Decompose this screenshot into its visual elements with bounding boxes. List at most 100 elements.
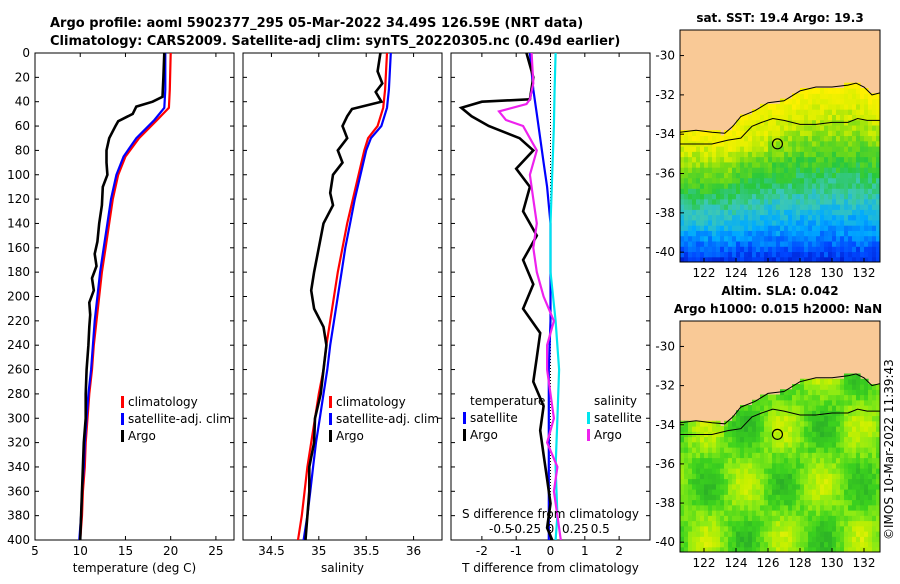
ocean-cell <box>800 447 805 453</box>
ocean-cell <box>868 441 873 448</box>
ocean-cell <box>868 415 873 422</box>
ocean-cell <box>860 114 865 121</box>
ocean-cell <box>760 504 765 511</box>
ocean-cell <box>788 156 793 163</box>
ocean-cell <box>812 172 817 179</box>
ocean-cell <box>832 384 837 390</box>
ocean-cell <box>852 473 857 480</box>
ocean-cell <box>724 462 729 469</box>
ocean-cell <box>784 415 789 422</box>
legend-swatch <box>121 430 124 442</box>
ocean-cell <box>760 431 765 438</box>
ocean-cell <box>756 193 761 200</box>
ocean-cell <box>840 156 845 163</box>
ocean-cell <box>740 182 745 189</box>
ocean-cell <box>732 452 737 459</box>
ocean-cell <box>868 494 873 501</box>
ocean-cell <box>864 515 869 522</box>
ocean-cell <box>768 441 773 448</box>
ocean-cell <box>764 230 769 237</box>
ocean-cell <box>748 531 753 537</box>
ocean-cell <box>716 426 721 432</box>
ocean-cell <box>860 214 865 221</box>
ocean-cell <box>848 198 853 205</box>
ocean-cell <box>828 541 833 548</box>
ocean-cell <box>720 457 725 464</box>
ocean-cell <box>784 431 789 438</box>
ocean-cell <box>724 489 729 495</box>
ocean-cell <box>792 452 797 459</box>
ocean-cell <box>840 468 845 474</box>
ocean-cell <box>696 235 701 242</box>
ocean-cell <box>700 246 705 253</box>
ocean-cell <box>824 520 829 527</box>
ocean-cell <box>808 225 813 231</box>
ocean-cell <box>840 405 845 411</box>
ocean-cell <box>756 415 761 422</box>
ocean-cell <box>728 140 733 147</box>
ocean-cell <box>772 156 777 163</box>
ocean-cell <box>856 426 861 432</box>
y-tick-label: 180 <box>7 265 30 279</box>
ocean-cell <box>724 151 729 158</box>
ocean-cell <box>800 399 805 406</box>
ocean-cell <box>844 447 849 453</box>
ocean-cell <box>796 536 801 543</box>
secondary-x-tick-label: 0 <box>547 522 555 536</box>
ocean-cell <box>768 431 773 438</box>
ocean-cell <box>732 525 737 532</box>
ocean-cell <box>852 188 857 195</box>
ocean-cell <box>848 151 853 158</box>
ocean-cell <box>852 167 857 173</box>
ocean-cell <box>772 230 777 237</box>
ocean-cell <box>792 431 797 438</box>
ocean-cell <box>796 256 801 262</box>
ocean-cell <box>796 209 801 216</box>
series-line-s-argo <box>497 53 562 540</box>
ocean-cell <box>744 489 749 495</box>
ocean-cell <box>744 151 749 158</box>
ocean-cell <box>720 146 725 152</box>
ocean-cell <box>700 541 705 548</box>
ocean-cell <box>704 520 709 527</box>
ocean-cell <box>800 536 805 543</box>
ocean-cell <box>776 494 781 501</box>
ocean-cell <box>720 525 725 532</box>
ocean-cell <box>864 140 869 147</box>
ocean-cell <box>728 510 733 516</box>
ocean-cell <box>704 541 709 548</box>
ocean-cell <box>764 103 769 110</box>
ocean-cell <box>756 457 761 464</box>
ocean-cell <box>748 146 753 152</box>
ocean-cell <box>852 384 857 390</box>
ocean-cell <box>712 225 717 231</box>
ocean-cell <box>800 483 805 490</box>
ocean-cell <box>812 103 817 110</box>
ocean-cell <box>688 209 693 216</box>
ocean-cell <box>844 520 849 527</box>
ocean-cell <box>848 504 853 511</box>
ocean-cell <box>724 177 729 184</box>
ocean-cell <box>796 525 801 532</box>
ocean-cell <box>696 182 701 189</box>
ocean-cell <box>688 156 693 163</box>
ocean-cell <box>836 452 841 459</box>
ocean-cell <box>772 193 777 200</box>
ocean-cell <box>720 161 725 168</box>
ocean-cell <box>700 499 705 506</box>
ocean-cell <box>708 473 713 480</box>
ocean-cell <box>788 473 793 480</box>
ocean-cell <box>836 161 841 168</box>
ocean-cell <box>768 130 773 137</box>
ocean-cell <box>856 473 861 480</box>
ocean-cell <box>728 230 733 237</box>
ocean-cell <box>820 525 825 532</box>
ocean-cell <box>824 209 829 216</box>
ocean-cell <box>796 504 801 511</box>
ocean-cell <box>864 198 869 205</box>
ocean-cell <box>832 98 837 105</box>
ocean-cell <box>760 225 765 231</box>
ocean-cell <box>876 441 880 448</box>
ocean-cell <box>744 494 749 501</box>
y-tick-label: -38 <box>655 496 675 510</box>
